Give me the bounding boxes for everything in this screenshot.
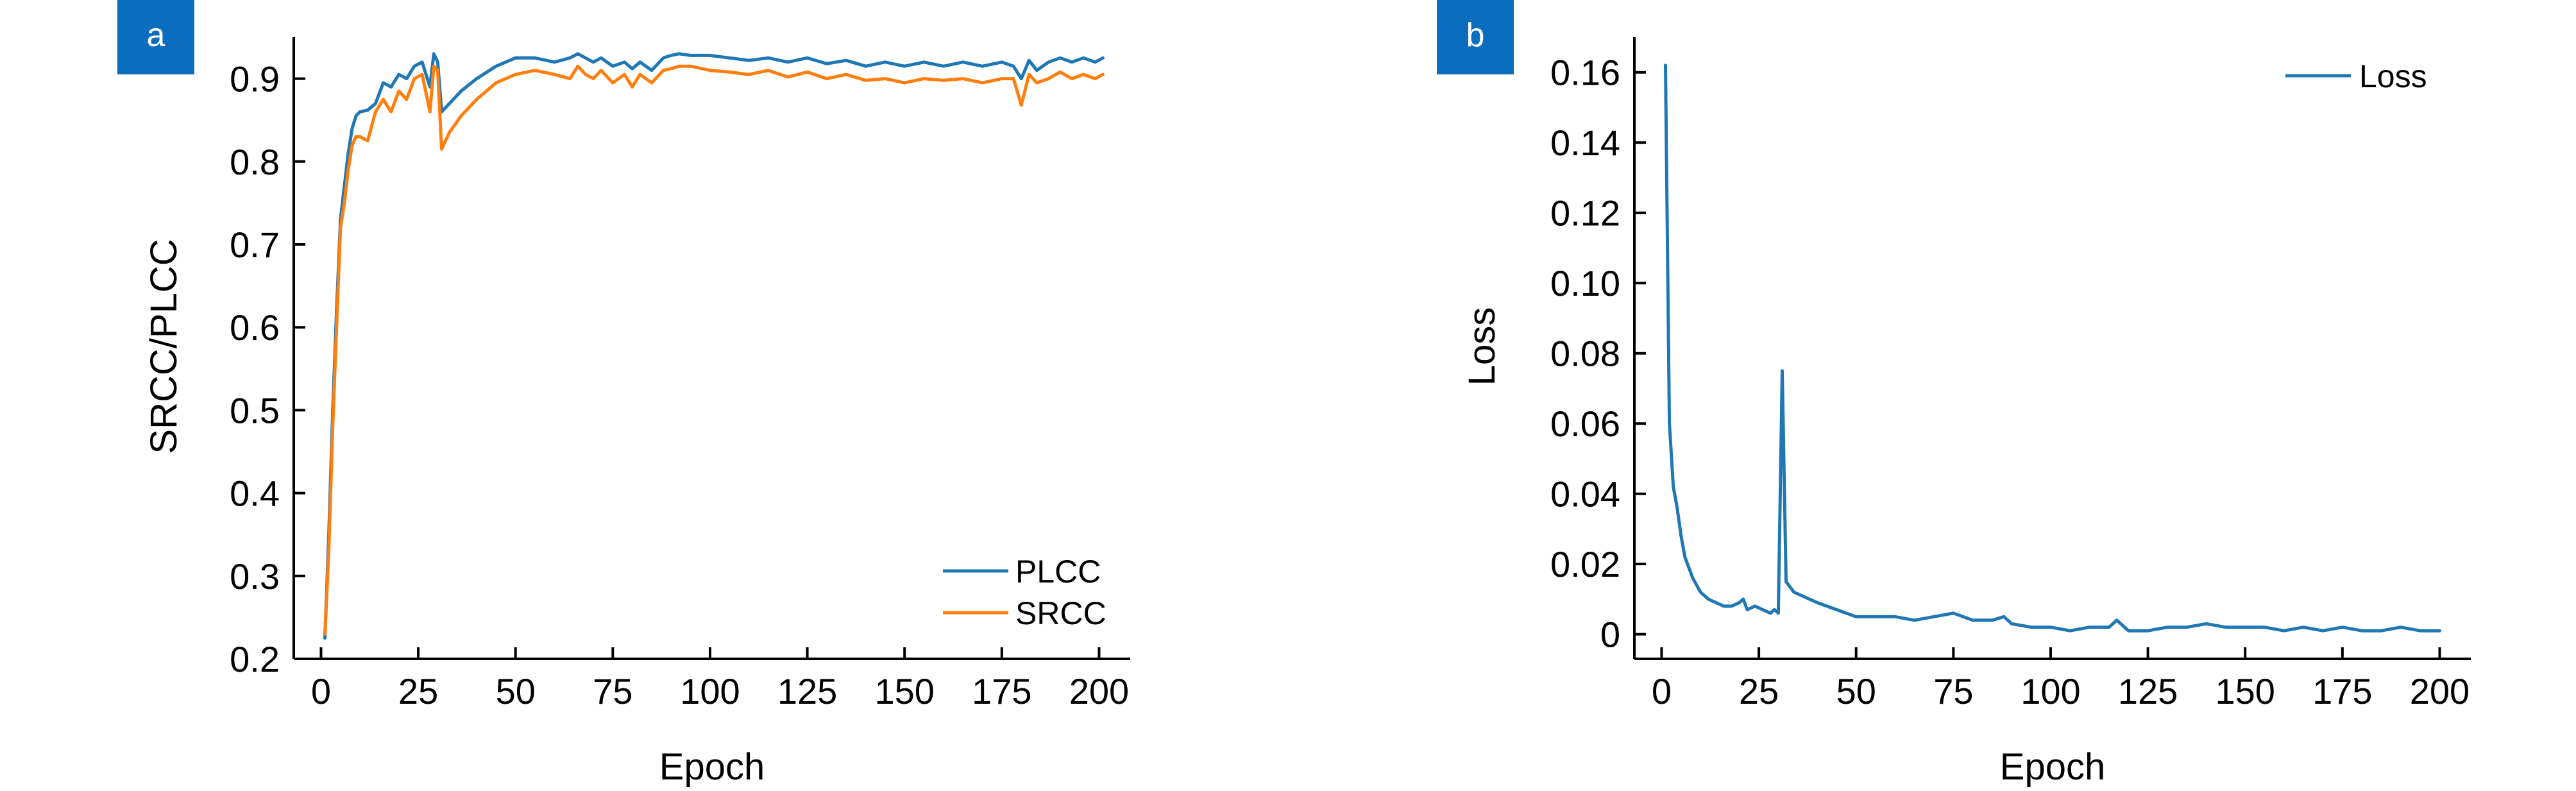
panel-a: a 0 25 50 75 100 125 150 175 2000.20.30.40.50.60…	[117, 0, 1130, 788]
series-line-srcc	[323, 64, 1105, 636]
legend-a: PLCC SRCC	[943, 554, 1106, 631]
x-axis-title-a: Epoch	[659, 746, 765, 788]
x-tick-label-a: 200	[1069, 671, 1129, 711]
x-tick-label-a: 125	[777, 671, 837, 711]
y-tick-label-a: 0.9	[230, 59, 280, 99]
y-tick-label-b: 0.14	[1550, 123, 1620, 163]
y-tick-label-a: 0.8	[230, 142, 280, 182]
x-tick-label-b: 125	[2118, 671, 2178, 711]
y-tick-label-a: 0.4	[230, 473, 280, 514]
x-tick-label-a: 150	[875, 671, 935, 711]
y-tick-label-a: 0.2	[230, 639, 280, 679]
x-tick-label-b: 75	[1933, 671, 1973, 711]
panel-badge-b	[1437, 0, 1514, 74]
legend-label-loss: Loss	[2359, 58, 2427, 94]
x-axis-title-b: Epoch	[2000, 746, 2105, 788]
y-tick-label-a: 0.5	[230, 390, 280, 430]
y-tick-label-b: 0.08	[1550, 334, 1620, 374]
y-tick-label-b: 0.12	[1550, 193, 1620, 234]
panel-label-a: a	[147, 17, 165, 54]
x-tick-label-b: 25	[1739, 671, 1779, 711]
x-tick-label-b: 0	[1652, 671, 1672, 711]
x-tick-label-b: 50	[1836, 671, 1876, 711]
x-tick-label-a: 50	[496, 671, 536, 711]
y-axis-title-a: SRCC/PLCC	[143, 239, 185, 454]
x-tick-label-b: 100	[2021, 671, 2080, 711]
x-tick-label-b: 175	[2312, 671, 2372, 711]
panel-label-b: b	[1466, 17, 1485, 54]
y-tick-label-b: 0.04	[1550, 474, 1620, 515]
y-axis-title-b: Loss	[1461, 307, 1503, 386]
y-tick-label-a: 0.7	[230, 225, 280, 265]
panel-badge-a	[117, 0, 194, 74]
series-line-loss	[1664, 64, 2441, 633]
x-tick-label-a: 0	[311, 671, 331, 711]
y-tick-label-a: 0.6	[230, 307, 280, 348]
y-tick-label-a: 0.3	[230, 556, 280, 597]
legend-b: Loss	[2285, 58, 2427, 94]
legend-label-srcc: SRCC	[1015, 595, 1106, 631]
x-tick-label-b: 200	[2410, 671, 2470, 711]
y-tick-label-b: 0.10	[1550, 263, 1620, 303]
y-tick-label-b: 0	[1600, 615, 1620, 655]
x-tick-label-a: 75	[593, 671, 632, 711]
x-tick-label-b: 150	[2216, 671, 2275, 711]
legend-label-plcc: PLCC	[1015, 554, 1101, 590]
plot-b: 0 25 50 75 100 125 150 175 200 0 0.02 0.04 0.06 0.08 0…	[1550, 37, 2471, 711]
y-tick-label-b: 0.16	[1550, 53, 1620, 93]
x-tick-label-a: 175	[972, 671, 1031, 711]
series-line-plcc	[323, 52, 1105, 640]
panel-b: b 0 25 50 75 100 125 150 175 200 0 0.02 0.04 0.06 0.0…	[1437, 0, 2471, 788]
plot-a: 0 25 50 75 100 125 150 175 200 0.2 0.3 0.4 0.5 0.6 0.7…	[230, 37, 1130, 711]
y-tick-label-b: 0.02	[1550, 544, 1620, 584]
x-tick-label-a: 100	[680, 671, 740, 711]
y-tick-label-b: 0.06	[1550, 404, 1620, 444]
x-tick-label-a: 25	[398, 671, 438, 711]
